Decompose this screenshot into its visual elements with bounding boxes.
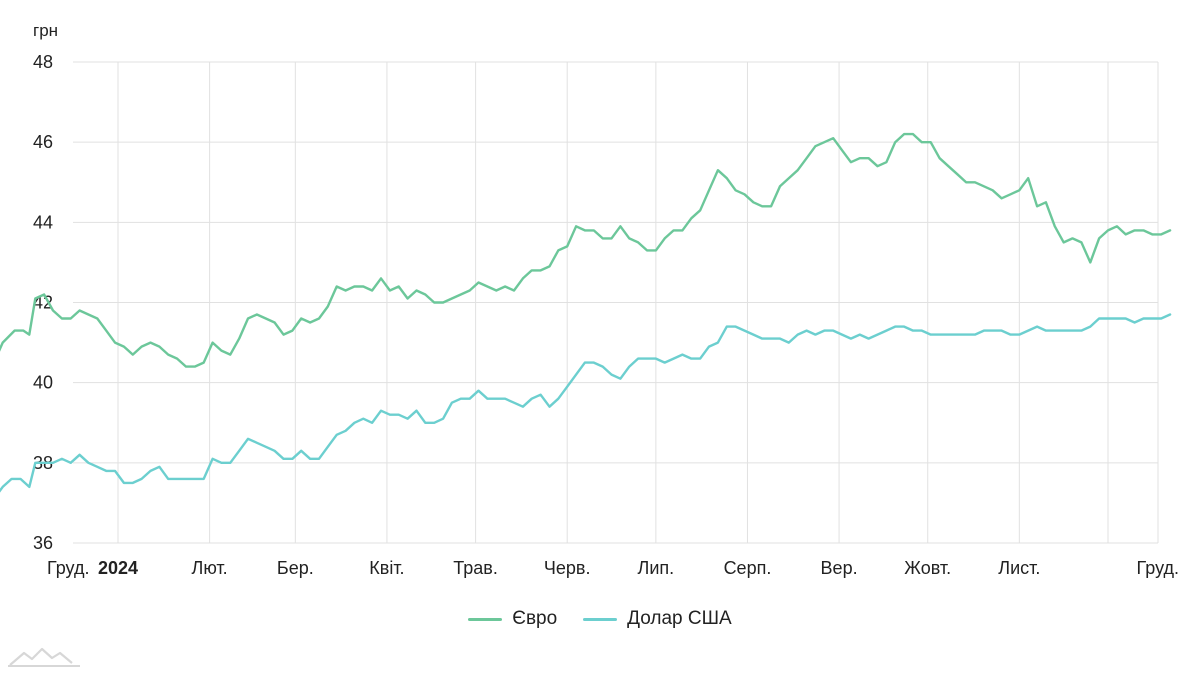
x-tick-label: Лип. [638, 558, 675, 578]
series-lines [0, 132, 1172, 493]
legend-item-usd[interactable]: Долар США [583, 608, 732, 630]
y-tick-label: 46 [33, 132, 53, 152]
x-tick-label: Вер. [821, 558, 858, 578]
x-tick-label: Квіт. [369, 558, 404, 578]
legend: Євро Долар США [0, 608, 1200, 630]
y-tick-label: 40 [33, 373, 53, 393]
legend-item-euro[interactable]: Євро [468, 608, 557, 630]
y-tick-label: 44 [33, 212, 53, 232]
x-tick-label: Серп. [724, 558, 772, 578]
x-tick-label: Груд. [1137, 558, 1179, 578]
y-tick-label: 36 [33, 533, 53, 553]
y-axis-unit-label: грн [33, 21, 58, 40]
legend-label-usd: Долар США [627, 608, 732, 629]
grid [73, 61, 1159, 544]
legend-label-euro: Євро [512, 608, 558, 629]
x-tick-label: Жовт. [904, 558, 951, 578]
legend-swatch-euro [468, 617, 503, 621]
x-tick-label: Черв. [544, 558, 591, 578]
series-line-euro [0, 132, 1172, 368]
x-tick-label: Трав. [453, 558, 498, 578]
x-tick-label: Бер. [277, 558, 314, 578]
mountains-logo-icon [8, 647, 80, 667]
x-tick-label: 2024 [98, 558, 138, 578]
series-line-usd [0, 313, 1172, 493]
x-tick-label: Лют. [192, 558, 228, 578]
x-tick-label: Лист. [998, 558, 1040, 578]
x-tick-label: Груд. [47, 558, 89, 578]
y-tick-label: 48 [33, 52, 53, 72]
x-axis-ticks: Груд. 2024 Лют. Бер. Квіт. Трав. Черв. Лип. Серп… [47, 558, 1179, 578]
legend-swatch-usd [583, 617, 618, 621]
